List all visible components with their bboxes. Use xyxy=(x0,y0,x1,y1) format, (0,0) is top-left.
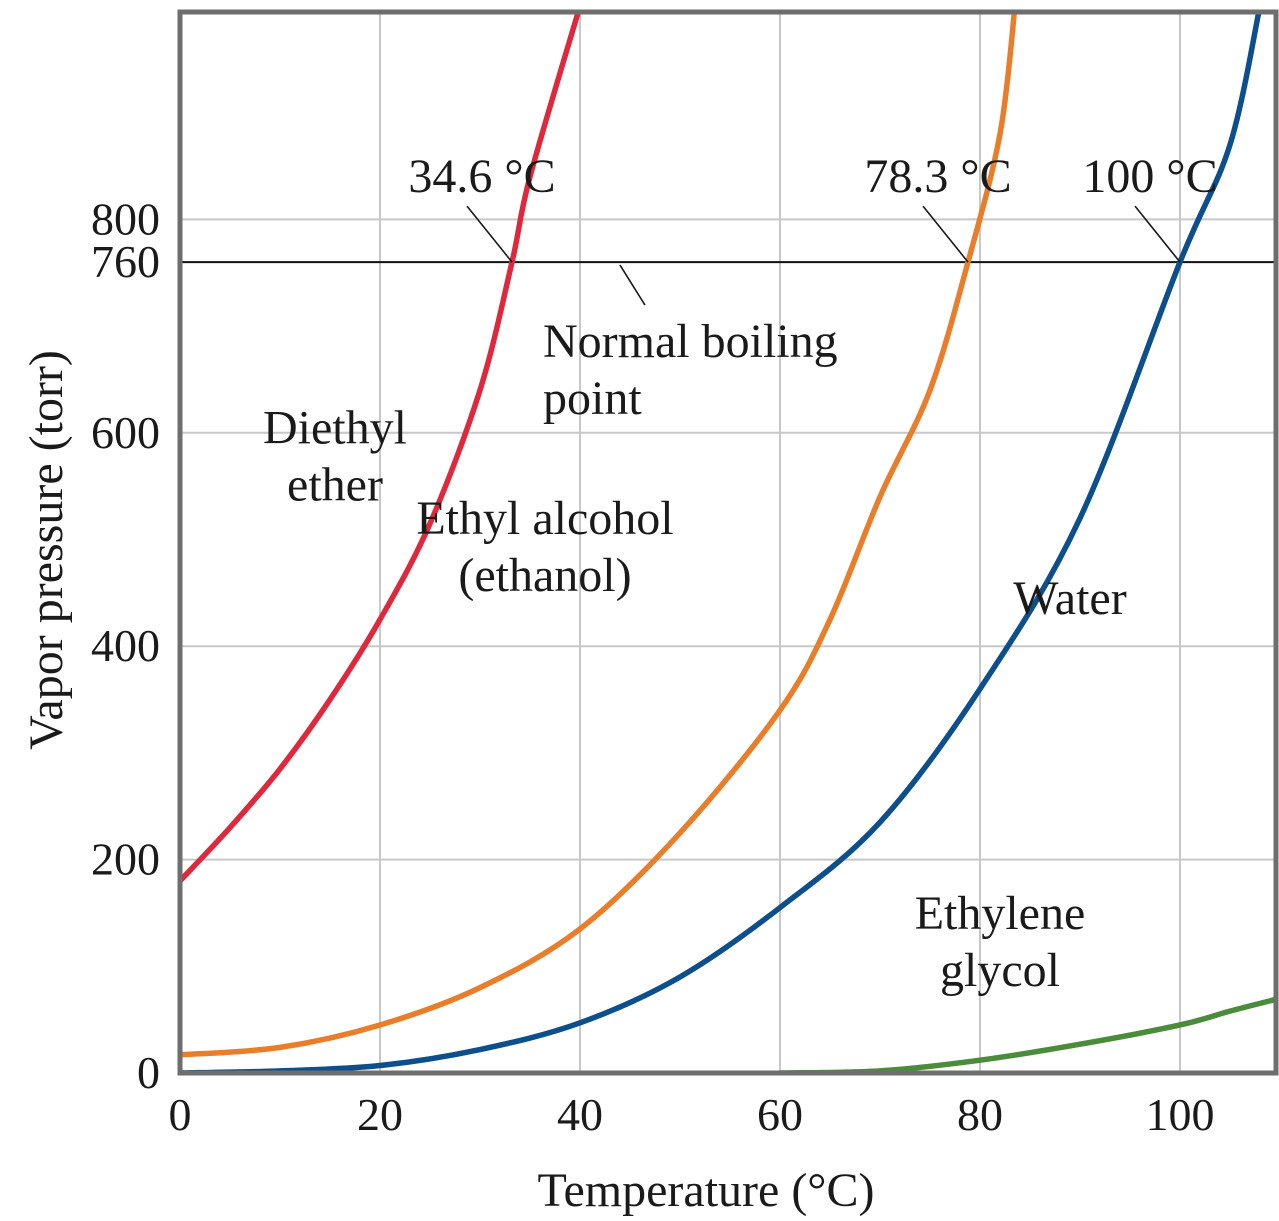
series-label: Water xyxy=(1013,572,1126,625)
y-tick-label: 600 xyxy=(91,407,160,458)
boiling-point-annotation: 34.6 °C xyxy=(408,150,555,203)
x-tick-label: 40 xyxy=(557,1089,603,1140)
y-tick-label: 0 xyxy=(137,1047,160,1098)
x-tick-label: 60 xyxy=(757,1089,803,1140)
y-tick-label: 400 xyxy=(91,620,160,671)
series-label: (ethanol) xyxy=(458,549,631,602)
series-label: Diethyl xyxy=(263,401,407,454)
leaders xyxy=(466,205,1181,306)
annotation-leader xyxy=(466,205,513,263)
series-label: ether xyxy=(287,458,383,511)
series-line-ethylene-glycol xyxy=(777,996,1276,1073)
series-label: Ethylene xyxy=(915,887,1086,940)
plot-frame xyxy=(177,9,1279,1076)
series-line-diethyl-ether xyxy=(180,12,582,884)
boiling-point-annotation: 100 °C xyxy=(1082,150,1217,203)
y-axis-title: Vapor pressure (torr) xyxy=(20,350,73,750)
normal-boiling-point-label: point xyxy=(543,372,642,425)
x-tick-label: 100 xyxy=(1146,1089,1215,1140)
x-tick-label: 20 xyxy=(357,1089,403,1140)
x-tick-label: 0 xyxy=(169,1089,192,1140)
series-line-water xyxy=(180,12,1262,1073)
annotation-leader xyxy=(1134,205,1181,263)
normal-boiling-point-leader xyxy=(619,264,646,306)
x-axis-title: Temperature (°C) xyxy=(537,1164,874,1217)
series-label: glycol xyxy=(940,944,1060,997)
y-tick-label: 800 xyxy=(91,193,160,244)
x-tick-label: 80 xyxy=(957,1089,1003,1140)
annotation-leader xyxy=(922,205,969,263)
y-tick-label: 760 xyxy=(91,236,160,287)
series-label: Ethyl alcohol xyxy=(416,492,673,545)
normal-boiling-point-label: Normal boiling xyxy=(543,315,838,368)
boiling-point-annotation: 78.3 °C xyxy=(864,150,1011,203)
y-tick-label: 200 xyxy=(91,834,160,885)
